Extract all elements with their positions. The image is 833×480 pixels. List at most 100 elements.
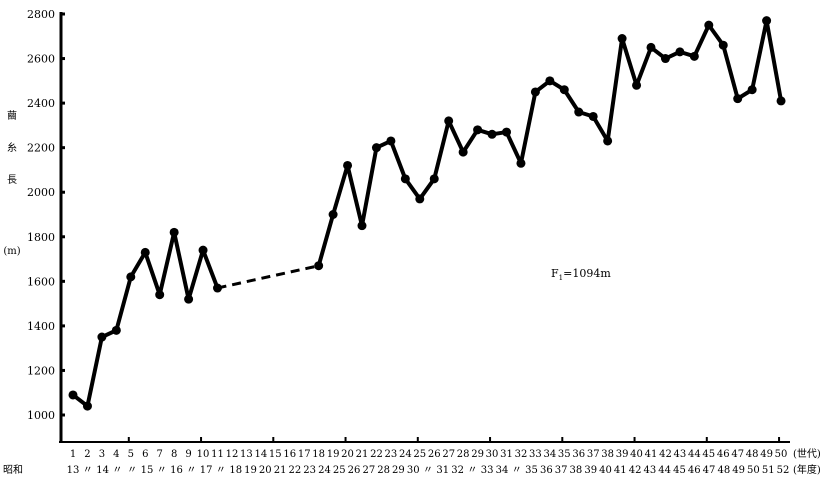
x-tick-label-generation: 37 bbox=[587, 449, 600, 460]
x-tick-label-generation: 40 bbox=[630, 449, 643, 460]
x-tick-label-year: 33 bbox=[481, 465, 494, 476]
x-tick-label-year: 〃 bbox=[512, 465, 522, 476]
x-tick-label-year: 26 bbox=[348, 465, 361, 476]
data-point bbox=[473, 125, 483, 135]
y-tick-label: 2400 bbox=[27, 97, 55, 110]
data-point bbox=[371, 143, 381, 153]
data-point bbox=[516, 158, 526, 168]
x-tick-label-year: 14 bbox=[96, 465, 109, 476]
data-point bbox=[588, 111, 598, 121]
y-tick-label: 1600 bbox=[27, 275, 55, 288]
x-tick-label-year: 28 bbox=[377, 465, 390, 476]
x-tick-label-generation: 35 bbox=[558, 449, 571, 460]
x-tick-label-generation: 29 bbox=[471, 449, 484, 460]
x-tick-label-year: 37 bbox=[555, 465, 568, 476]
data-point bbox=[400, 174, 410, 184]
x-tick-label-year: 17 bbox=[200, 465, 213, 476]
data-point bbox=[126, 272, 136, 282]
x-tick-label-year: 〃 bbox=[83, 465, 93, 476]
x-axis-suffix-generation: (世代) bbox=[793, 448, 821, 460]
x-tick-label-year: 49 bbox=[732, 465, 745, 476]
data-point bbox=[530, 87, 540, 97]
x-axis: 1 2 3 4 5 6 7 8 9 10 11 12 13 14 15 16 17 18 19 20 21 22 23 24 2… bbox=[3, 437, 821, 476]
x-axis-prefix-showa: 昭和 bbox=[3, 464, 23, 476]
x-tick-label-generation: 19 bbox=[327, 449, 340, 460]
x-tick-label-generation: 13 bbox=[240, 449, 253, 460]
x-tick-label-generation: 50 bbox=[775, 449, 788, 460]
x-tick-label-year: 51 bbox=[762, 465, 775, 476]
data-point bbox=[111, 325, 121, 335]
x-tick-label-generation: 31 bbox=[500, 449, 513, 460]
x-tick-label-year: 44 bbox=[658, 465, 671, 476]
x-tick-label-year: 16 bbox=[170, 465, 183, 476]
x-tick-label-year: 25 bbox=[333, 465, 346, 476]
x-axis-suffix-year: (年度) bbox=[793, 463, 821, 476]
x-tick-label-year: 52 bbox=[777, 465, 790, 476]
x-tick-label-year: 43 bbox=[644, 465, 657, 476]
x-tick-label-generation: 10 bbox=[197, 449, 210, 460]
x-tick-label-generation: 26 bbox=[428, 449, 441, 460]
x-tick-label-year: 50 bbox=[747, 465, 760, 476]
x-tick-label-generation: 25 bbox=[413, 449, 426, 460]
x-tick-label-generation: 17 bbox=[298, 449, 311, 460]
x-tick-label-year: 22 bbox=[289, 465, 302, 476]
data-point bbox=[689, 51, 699, 61]
x-tick-label-year: 27 bbox=[362, 465, 375, 476]
x-tick-label-year: 18 bbox=[229, 465, 242, 476]
x-tick-label-year: 〃 bbox=[216, 465, 226, 476]
y-title-char: (m) bbox=[3, 246, 20, 257]
data-point bbox=[776, 96, 786, 106]
x-tick-label-year: 〃 bbox=[467, 465, 477, 476]
x-tick-label-year: 13 bbox=[67, 465, 80, 476]
x-tick-label-generation: 4 bbox=[113, 449, 119, 460]
x-tick-label-generation: 49 bbox=[760, 449, 773, 460]
x-tick-label-generation: 45 bbox=[702, 449, 715, 460]
data-point bbox=[545, 76, 555, 86]
data-point bbox=[314, 261, 324, 271]
x-tick-label-generation: 8 bbox=[171, 449, 177, 460]
x-tick-label-year: 31 bbox=[436, 465, 449, 476]
data-point bbox=[184, 294, 194, 304]
data-point bbox=[502, 127, 511, 137]
data-point bbox=[386, 136, 396, 146]
x-tick-label-year: 36 bbox=[540, 465, 553, 476]
data-point bbox=[559, 85, 569, 95]
x-tick-label-year: 24 bbox=[318, 465, 331, 476]
y-tick-label: 1400 bbox=[27, 320, 55, 333]
data-point bbox=[328, 210, 338, 219]
x-tick-label-generation: 15 bbox=[269, 449, 282, 460]
x-tick-label-year: 30 bbox=[407, 465, 420, 476]
data-point bbox=[343, 160, 353, 170]
x-tick-label-generation: 46 bbox=[717, 449, 730, 460]
x-tick-label-generation: 5 bbox=[128, 449, 134, 460]
data-point bbox=[632, 80, 642, 90]
x-tick-label-generation: 21 bbox=[356, 449, 369, 460]
x-tick-label-year: 21 bbox=[274, 465, 287, 476]
x-tick-label-year: 47 bbox=[703, 465, 716, 476]
x-tick-label-generation: 27 bbox=[442, 449, 455, 460]
data-point bbox=[747, 85, 757, 95]
data-point bbox=[429, 174, 439, 184]
data-point bbox=[704, 20, 714, 30]
x-tick-label-generation: 32 bbox=[515, 449, 528, 460]
x-tick-label-generation: 38 bbox=[601, 449, 614, 460]
x-tick-label-generation: 48 bbox=[746, 449, 759, 460]
data-point bbox=[415, 194, 425, 204]
f1-annotation: F1=1094m bbox=[551, 267, 611, 282]
x-tick-label-generation: 34 bbox=[543, 449, 556, 460]
x-tick-label-year: 29 bbox=[392, 465, 405, 476]
y-axis-title: 繭糸長 (m) bbox=[3, 109, 20, 257]
gap-connector-dashed bbox=[217, 264, 319, 290]
x-tick-label-year: 〃 bbox=[157, 465, 167, 476]
y-tick-label: 2000 bbox=[27, 186, 55, 199]
x-tick-label-year: 38 bbox=[570, 465, 583, 476]
x-tick-label-year: 39 bbox=[584, 465, 597, 476]
x-tick-label-generation: 41 bbox=[645, 449, 658, 460]
y-tick-label: 1200 bbox=[27, 364, 55, 377]
data-point bbox=[646, 42, 656, 52]
data-point bbox=[140, 247, 150, 257]
x-tick-label-generation: 39 bbox=[616, 449, 629, 460]
x-tick-label-year: 〃 bbox=[423, 465, 433, 476]
x-tick-label-year: 41 bbox=[614, 465, 627, 476]
